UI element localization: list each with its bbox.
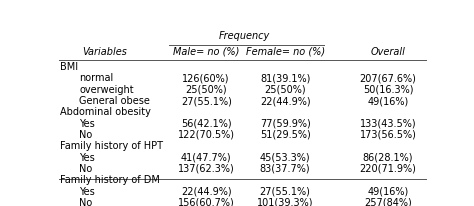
Text: 49(16%): 49(16%) <box>367 186 409 196</box>
Text: Yes: Yes <box>80 118 95 128</box>
Text: BMI: BMI <box>60 62 78 72</box>
Text: 137(62.3%): 137(62.3%) <box>178 163 235 173</box>
Text: Abdominal obesity: Abdominal obesity <box>60 107 151 117</box>
Text: 77(59.9%): 77(59.9%) <box>260 118 310 128</box>
Text: 126(60%): 126(60%) <box>182 73 230 83</box>
Text: overweight: overweight <box>80 84 134 94</box>
Text: 50(16.3%): 50(16.3%) <box>363 84 413 94</box>
Text: 27(55.1%): 27(55.1%) <box>260 186 310 196</box>
Text: 56(42.1%): 56(42.1%) <box>181 118 231 128</box>
Text: Family history of DM: Family history of DM <box>60 174 160 184</box>
Text: 45(53.3%): 45(53.3%) <box>260 152 310 162</box>
Text: 81(39.1%): 81(39.1%) <box>260 73 310 83</box>
Text: Family history of HPT: Family history of HPT <box>60 141 163 151</box>
Text: 207(67.6%): 207(67.6%) <box>360 73 417 83</box>
Text: 122(70.5%): 122(70.5%) <box>178 129 235 139</box>
Text: Overall: Overall <box>371 47 405 57</box>
Text: 49(16%): 49(16%) <box>367 96 409 105</box>
Text: General obese: General obese <box>80 96 150 105</box>
Text: 41(47.7%): 41(47.7%) <box>181 152 231 162</box>
Text: Yes: Yes <box>80 186 95 196</box>
Text: 101(39.3%): 101(39.3%) <box>257 197 313 206</box>
Text: 22(44.9%): 22(44.9%) <box>260 96 310 105</box>
Text: Variables: Variables <box>83 47 128 57</box>
Text: 27(55.1%): 27(55.1%) <box>181 96 232 105</box>
Text: No: No <box>80 129 93 139</box>
Text: 25(50%): 25(50%) <box>185 84 227 94</box>
Text: 173(56.5%): 173(56.5%) <box>360 129 417 139</box>
Text: 156(60.7%): 156(60.7%) <box>178 197 235 206</box>
Text: Female= no (%): Female= no (%) <box>246 47 325 57</box>
Text: 51(29.5%): 51(29.5%) <box>260 129 310 139</box>
Text: No: No <box>80 163 93 173</box>
Text: 22(44.9%): 22(44.9%) <box>181 186 231 196</box>
Text: 83(37.7%): 83(37.7%) <box>260 163 310 173</box>
Text: Male= no (%): Male= no (%) <box>173 47 239 57</box>
Text: Yes: Yes <box>80 152 95 162</box>
Text: 220(71.9%): 220(71.9%) <box>360 163 417 173</box>
Text: 257(84%): 257(84%) <box>364 197 412 206</box>
Text: Frequency: Frequency <box>219 31 270 41</box>
Text: normal: normal <box>80 73 114 83</box>
Text: 86(28.1%): 86(28.1%) <box>363 152 413 162</box>
Text: 25(50%): 25(50%) <box>264 84 306 94</box>
Text: 133(43.5%): 133(43.5%) <box>360 118 416 128</box>
Text: No: No <box>80 197 93 206</box>
